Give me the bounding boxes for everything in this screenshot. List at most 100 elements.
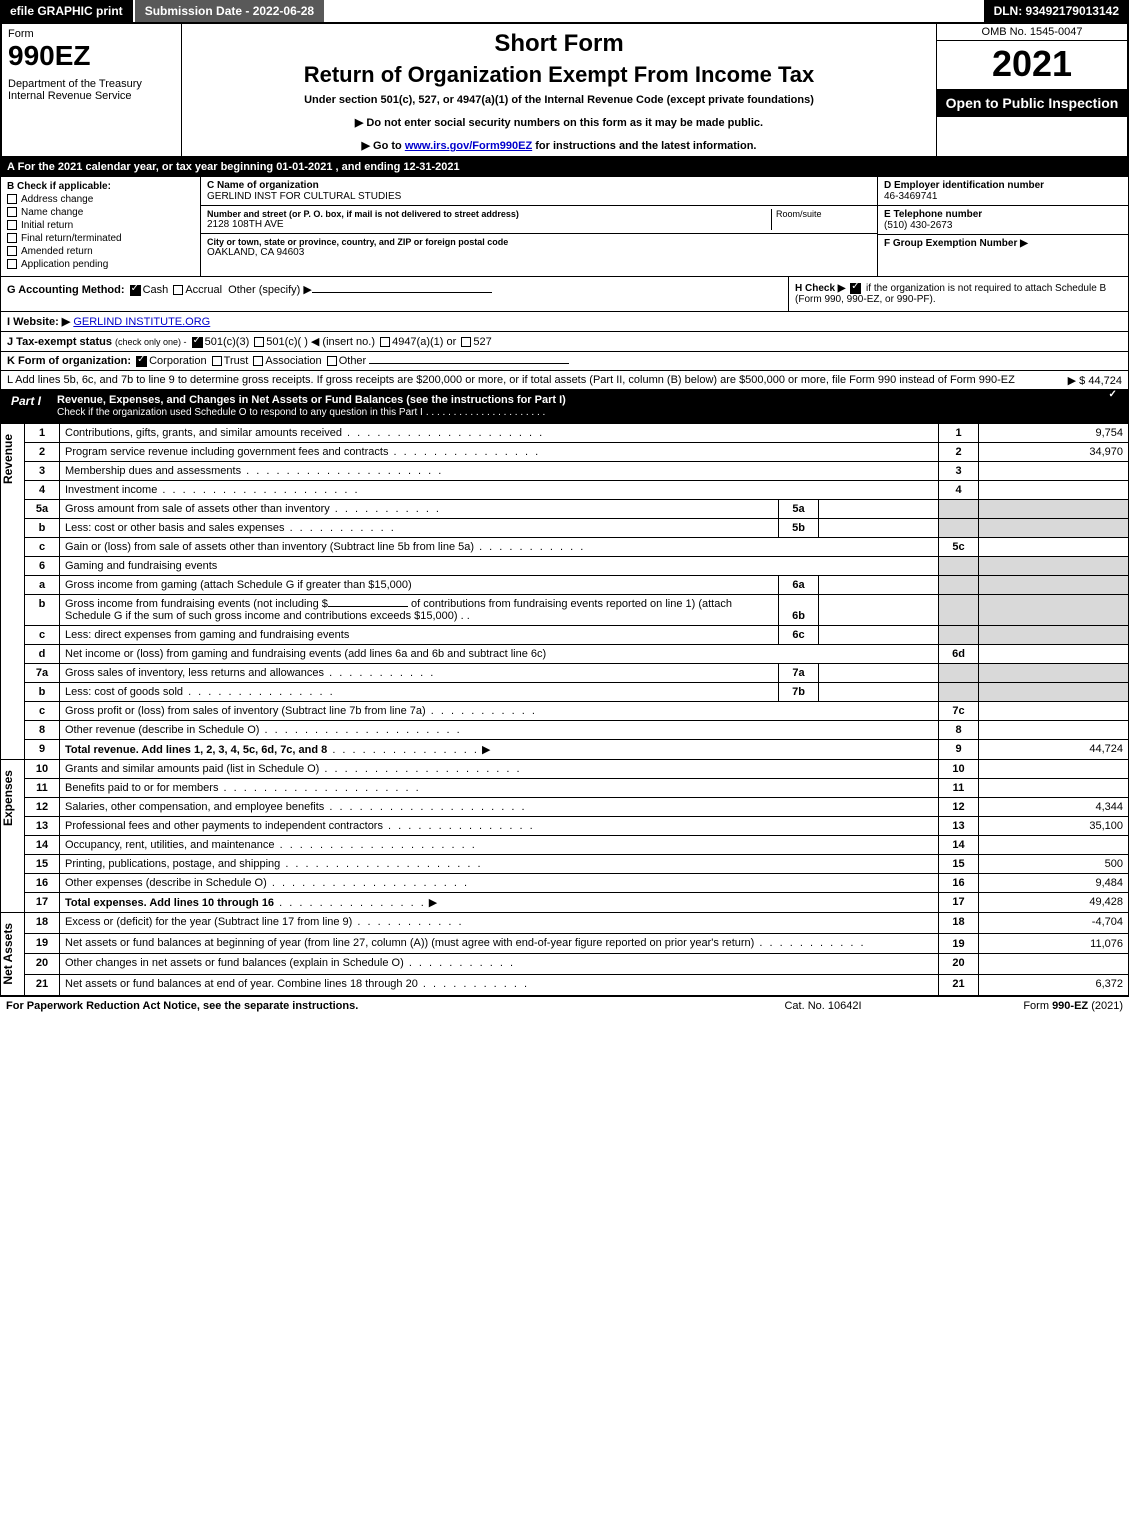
check-527[interactable]	[461, 337, 471, 347]
website-link[interactable]: GERLIND INSTITUTE.ORG	[73, 316, 210, 328]
col-d-ids: D Employer identification number 46-3469…	[878, 177, 1128, 276]
org-street-row: Number and street (or P. O. box, if mail…	[201, 206, 877, 234]
street-label: Number and street (or P. O. box, if mail…	[207, 209, 771, 219]
check-501c[interactable]	[254, 337, 264, 347]
j-label: J Tax-exempt status	[7, 336, 112, 348]
line-7c: c Gross profit or (loss) from sales of i…	[1, 702, 1129, 721]
ein-value: 46-3469741	[884, 191, 937, 202]
part1-title: Revenue, Expenses, and Changes in Net As…	[51, 390, 1098, 422]
topbar: efile GRAPHIC print Submission Date - 20…	[0, 0, 1129, 24]
website-label: I Website: ▶	[7, 316, 70, 328]
line-9-value: 44,724	[979, 740, 1129, 760]
check-application-pending[interactable]: Application pending	[7, 259, 194, 270]
footer-catno: Cat. No. 10642I	[723, 1000, 923, 1012]
tax-year: 2021	[937, 41, 1127, 87]
line-5a: 5a Gross amount from sale of assets othe…	[1, 500, 1129, 519]
ein-label: D Employer identification number	[884, 180, 1122, 191]
note-goto: ▶ Go to www.irs.gov/Form990EZ for instru…	[188, 139, 930, 152]
title-short-form: Short Form	[188, 30, 930, 58]
part1-header: Part I Revenue, Expenses, and Changes in…	[0, 390, 1129, 423]
line-14: 14 Occupancy, rent, utilities, and maint…	[1, 836, 1129, 855]
check-other-org[interactable]	[327, 356, 337, 366]
title-return: Return of Organization Exempt From Incom…	[188, 62, 930, 88]
page-footer: For Paperwork Reduction Act Notice, see …	[0, 996, 1129, 1015]
check-4947[interactable]	[380, 337, 390, 347]
line-5b: b Less: cost or other basis and sales ex…	[1, 519, 1129, 538]
check-cash[interactable]	[130, 285, 141, 296]
org-name-value: GERLIND INST FOR CULTURAL STUDIES	[207, 191, 401, 202]
city-value: OAKLAND, CA 94603	[207, 247, 304, 258]
part1-check[interactable]	[1098, 390, 1128, 422]
line-6a: a Gross income from gaming (attach Sched…	[1, 576, 1129, 595]
check-address-change[interactable]: Address change	[7, 194, 194, 205]
check-trust[interactable]	[212, 356, 222, 366]
row-a-calendar-year: A For the 2021 calendar year, or tax yea…	[0, 158, 1129, 177]
line-12: 12 Salaries, other compensation, and emp…	[1, 798, 1129, 817]
line-19-value: 11,076	[979, 933, 1129, 954]
sidebar-expenses: Expenses	[1, 760, 25, 913]
row-h-schedule-b: H Check ▶ if the organization is not req…	[788, 277, 1128, 311]
form-header: Form 990EZ Department of the Treasury In…	[0, 24, 1129, 158]
row-gh: G Accounting Method: Cash Accrual Other …	[0, 277, 1129, 312]
check-initial-return[interactable]: Initial return	[7, 220, 194, 231]
omb-number: OMB No. 1545-0047	[937, 24, 1127, 41]
check-name-change[interactable]: Name change	[7, 207, 194, 218]
line-5c: c Gain or (loss) from sale of assets oth…	[1, 538, 1129, 557]
footer-notice: For Paperwork Reduction Act Notice, see …	[6, 1000, 723, 1012]
goto-pre: ▶ Go to	[362, 140, 405, 152]
submission-date-tag: Submission Date - 2022-06-28	[135, 0, 324, 22]
ein-row: D Employer identification number 46-3469…	[878, 177, 1128, 206]
line-13: 13 Professional fees and other payments …	[1, 817, 1129, 836]
check-accrual[interactable]	[173, 285, 183, 295]
line-21: 21 Net assets or fund balances at end of…	[1, 975, 1129, 996]
line-15: 15 Printing, publications, postage, and …	[1, 855, 1129, 874]
line-8: 8 Other revenue (describe in Schedule O)…	[1, 721, 1129, 740]
line-18-value: -4,704	[979, 913, 1129, 934]
row-i-website: I Website: ▶ GERLIND INSTITUTE.ORG	[0, 312, 1129, 332]
sidebar-revenue: Revenue	[1, 424, 25, 760]
org-name-label: C Name of organization	[207, 180, 871, 191]
goto-link[interactable]: www.irs.gov/Form990EZ	[405, 140, 532, 152]
tel-value: (510) 430-2673	[884, 220, 952, 231]
line-16-value: 9,484	[979, 874, 1129, 893]
group-exemption-row: F Group Exemption Number ▶	[878, 235, 1128, 252]
check-501c3[interactable]	[192, 337, 203, 348]
check-final-return[interactable]: Final return/terminated	[7, 233, 194, 244]
check-amended-return[interactable]: Amended return	[7, 246, 194, 257]
org-name-row: C Name of organization GERLIND INST FOR …	[201, 177, 877, 206]
line-18: Net Assets 18 Excess or (deficit) for th…	[1, 913, 1129, 934]
line-9: 9 Total revenue. Add lines 1, 2, 3, 4, 5…	[1, 740, 1129, 760]
line-17-value: 49,428	[979, 893, 1129, 913]
footer-form: Form 990-EZ (2021)	[923, 1000, 1123, 1012]
sidebar-netassets: Net Assets	[1, 913, 25, 996]
line-4: 4 Investment income 4	[1, 481, 1129, 500]
dept-label: Department of the Treasury Internal Reve…	[8, 78, 175, 102]
dln-tag: DLN: 93492179013142	[984, 0, 1129, 22]
line-15-value: 500	[979, 855, 1129, 874]
check-corp[interactable]	[136, 356, 147, 367]
line-1-value: 9,754	[979, 424, 1129, 443]
section-bcd: B Check if applicable: Address change Na…	[0, 177, 1129, 277]
g-label: G Accounting Method:	[7, 284, 125, 296]
line-10: Expenses 10 Grants and similar amounts p…	[1, 760, 1129, 779]
telephone-row: E Telephone number (510) 430-2673	[878, 206, 1128, 235]
l-text: L Add lines 5b, 6c, and 7b to line 9 to …	[7, 374, 1015, 386]
part1-tag: Part I	[1, 390, 51, 422]
tel-label: E Telephone number	[884, 209, 1122, 220]
line-11: 11 Benefits paid to or for members 11	[1, 779, 1129, 798]
line-6: 6 Gaming and fundraising events	[1, 557, 1129, 576]
line-7a: 7a Gross sales of inventory, less return…	[1, 664, 1129, 683]
part1-ledger: Revenue 1 Contributions, gifts, grants, …	[0, 423, 1129, 996]
room-label: Room/suite	[776, 209, 822, 219]
line-20: 20 Other changes in net assets or fund b…	[1, 954, 1129, 975]
l-amount: ▶ $ 44,724	[1068, 374, 1122, 387]
check-assoc[interactable]	[253, 356, 263, 366]
form-word: Form	[8, 28, 175, 40]
check-schedule-b[interactable]	[850, 283, 861, 294]
line-16: 16 Other expenses (describe in Schedule …	[1, 874, 1129, 893]
row-g-accounting: G Accounting Method: Cash Accrual Other …	[1, 277, 788, 311]
j-sub: (check only one) -	[115, 337, 187, 347]
line-6d: d Net income or (loss) from gaming and f…	[1, 645, 1129, 664]
line-19: 19 Net assets or fund balances at beginn…	[1, 933, 1129, 954]
open-to-public: Open to Public Inspection	[937, 89, 1127, 117]
